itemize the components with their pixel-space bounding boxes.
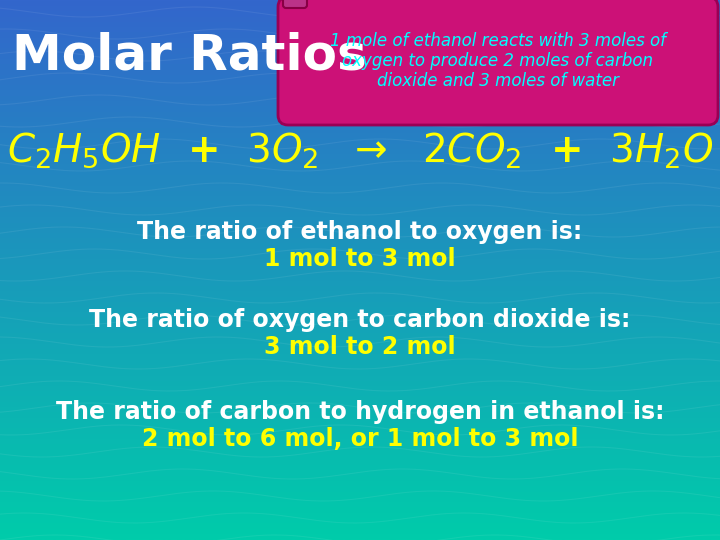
Text: The ratio of oxygen to carbon dioxide is:: The ratio of oxygen to carbon dioxide is… xyxy=(89,308,631,332)
Text: 1 mol to 3 mol: 1 mol to 3 mol xyxy=(264,247,456,271)
Text: $C_2H_5OH$  +  $3O_2$  $\rightarrow$  $2CO_2$  +  $3H_2O$: $C_2H_5OH$ + $3O_2$ $\rightarrow$ $2CO_2… xyxy=(7,130,713,170)
Text: 1 mole of ethanol reacts with 3 moles of: 1 mole of ethanol reacts with 3 moles of xyxy=(330,32,666,50)
Text: The ratio of carbon to hydrogen in ethanol is:: The ratio of carbon to hydrogen in ethan… xyxy=(55,400,665,424)
Text: 3 mol to 2 mol: 3 mol to 2 mol xyxy=(264,335,456,359)
Text: Molar Ratios: Molar Ratios xyxy=(12,32,366,80)
Text: dioxide and 3 moles of water: dioxide and 3 moles of water xyxy=(377,72,619,90)
FancyBboxPatch shape xyxy=(283,0,307,8)
Text: oxygen to produce 2 moles of carbon: oxygen to produce 2 moles of carbon xyxy=(343,52,654,70)
Text: 2 mol to 6 mol, or 1 mol to 3 mol: 2 mol to 6 mol, or 1 mol to 3 mol xyxy=(142,427,578,451)
Text: The ratio of ethanol to oxygen is:: The ratio of ethanol to oxygen is: xyxy=(138,220,582,244)
FancyBboxPatch shape xyxy=(278,0,718,125)
